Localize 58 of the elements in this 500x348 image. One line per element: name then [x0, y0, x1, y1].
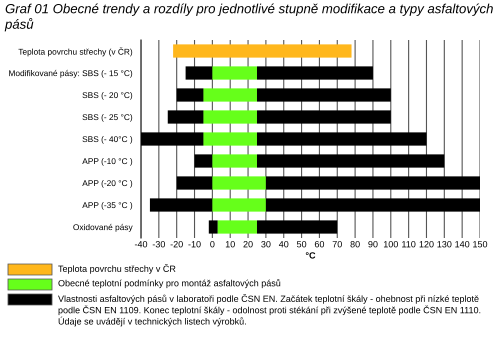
bar [176, 88, 204, 102]
legend-label: Vlastnosti asfaltových pásů v laboratoři podle ČSN EN. Začátek teplotní škály - ohebnost při nízké teplotě podle ČSN EN 1109. Konec teplotní škály - odolnost proti stékání při zvýšené teplotě podle ČSN EN 1110. Údaje se uvádějí v technických listech výrobků. [58, 294, 480, 326]
x-tick-label: 50 [296, 241, 306, 248]
bar [168, 110, 204, 124]
y-tick-label: APP (-10 °C ) [82, 158, 132, 166]
y-tick-label: APP (-20 °C ) [82, 180, 132, 188]
legend-label: Teplota povrchu střechy v ČR [58, 264, 176, 274]
bar [266, 176, 480, 190]
bar [208, 220, 218, 234]
x-tick-label: 120 [420, 241, 434, 248]
x-tick-label: 110 [402, 241, 416, 248]
x-tick-label: 150 [473, 241, 488, 248]
x-tick-label: 90 [368, 241, 378, 248]
y-tick-label: SBS (- 40°C ) [82, 136, 132, 144]
x-tick-label: 30 [261, 241, 271, 248]
bar [212, 198, 266, 212]
bar [194, 154, 212, 168]
x-tick-label: 130 [437, 241, 452, 248]
y-tick-label: Modifikované pásy: SBS (- 15 °C) [9, 70, 132, 78]
bar [256, 132, 426, 146]
bar [256, 154, 444, 168]
y-tick-label: SBS (- 25 °C) [82, 114, 132, 122]
y-tick-label: SBS (- 20 °C) [82, 92, 132, 100]
legend-label: Obecné teplotní podmínky pro montáž asfaltových pásů [58, 279, 280, 288]
bar [212, 66, 257, 80]
bar [256, 88, 391, 102]
x-tick-label: -20 [170, 241, 183, 248]
bar [256, 66, 373, 80]
x-tick-label: 70 [332, 241, 342, 248]
y-tick-label: APP (-35 °C ) [82, 202, 132, 210]
x-tick-label: 0 [210, 241, 215, 248]
bar [266, 198, 480, 212]
y-tick-label: Teplota povrchu střechy (v ČR) [18, 47, 132, 56]
bar [186, 66, 212, 80]
bar [173, 44, 352, 58]
x-tick-label: 40 [278, 241, 288, 248]
x-tick-label: 60 [314, 241, 324, 248]
x-tick-label: 20 [243, 241, 253, 248]
x-tick-label: 140 [455, 241, 470, 248]
chart-title: Graf 01 Obecné trendy a rozdíly pro jednotlivé stupně modifikace a typy asfaltových pásů [4, 3, 493, 32]
y-tick-label: Oxidované pásy [73, 224, 133, 232]
bar [212, 176, 266, 190]
x-tick-label: 10 [226, 241, 235, 248]
bar [256, 110, 391, 124]
bar [218, 220, 257, 234]
x-axis-title: °C [306, 252, 316, 259]
x-tick-label: -10 [188, 241, 201, 248]
x-tick-label: -40 [134, 241, 148, 248]
x-tick-label: 80 [350, 241, 360, 248]
bar [176, 176, 212, 190]
bar [256, 220, 338, 234]
bar [150, 198, 212, 212]
bar [203, 132, 257, 146]
bar [212, 154, 257, 168]
bar [203, 88, 257, 102]
bar [203, 110, 257, 124]
x-tick-label: 100 [384, 241, 398, 248]
x-tick-label: -30 [152, 241, 166, 248]
